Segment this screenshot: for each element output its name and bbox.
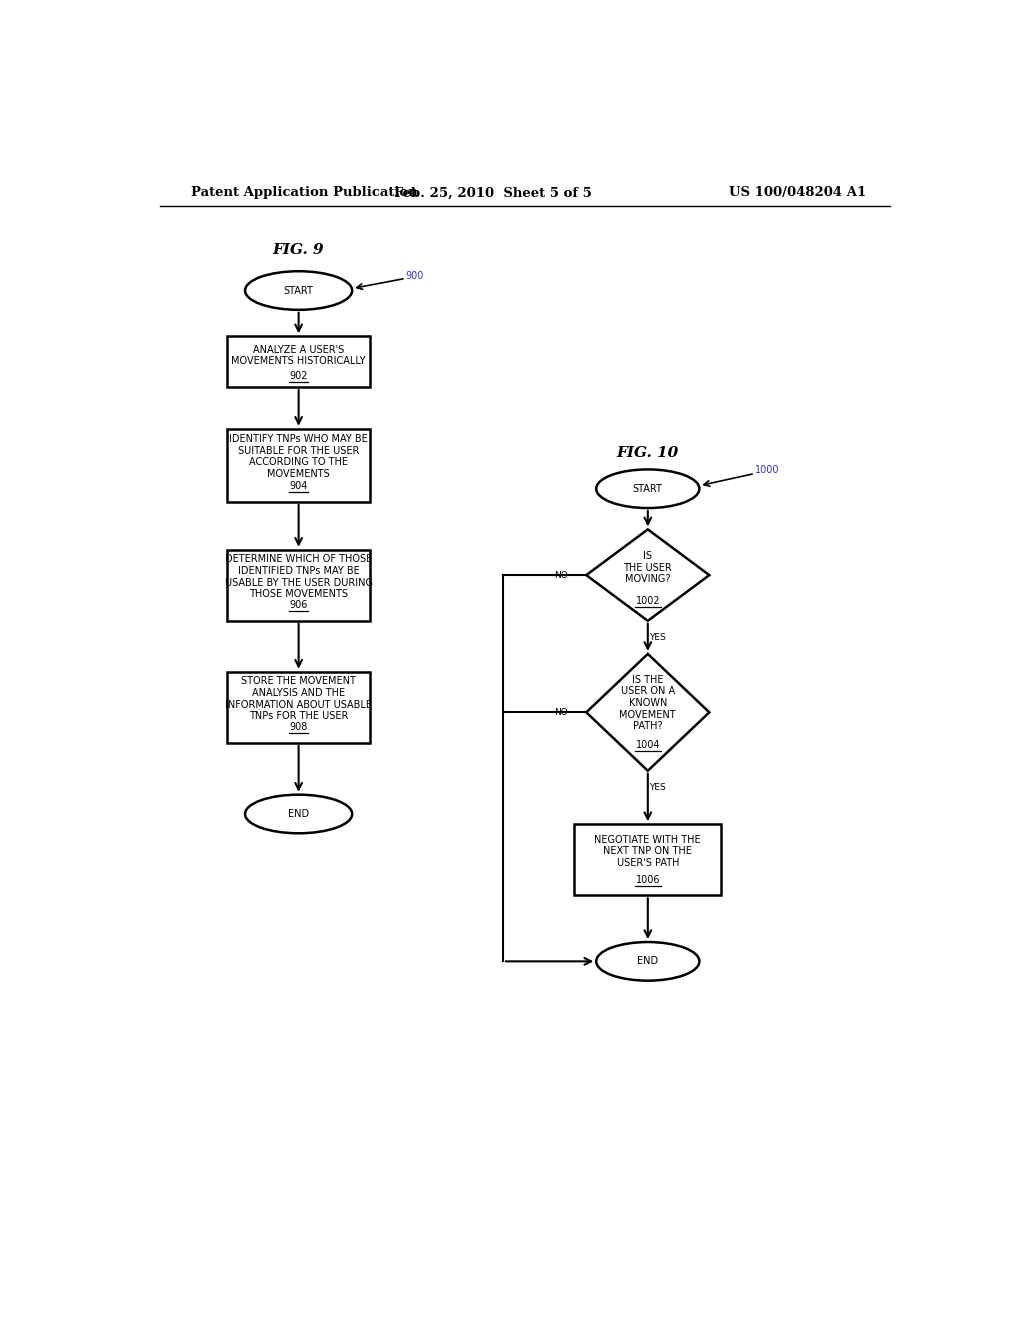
Text: Patent Application Publication: Patent Application Publication — [191, 186, 418, 199]
Text: NO: NO — [554, 708, 567, 717]
Text: ANALYZE A USER'S
MOVEMENTS HISTORICALLY: ANALYZE A USER'S MOVEMENTS HISTORICALLY — [231, 345, 366, 367]
Text: FIG. 9: FIG. 9 — [272, 243, 325, 257]
FancyBboxPatch shape — [227, 337, 370, 387]
Text: 904: 904 — [290, 480, 308, 491]
Text: YES: YES — [649, 632, 666, 642]
Text: 1004: 1004 — [636, 741, 660, 750]
Text: IS
THE USER
MOVING?: IS THE USER MOVING? — [624, 552, 672, 585]
Text: 908: 908 — [290, 722, 308, 733]
Text: STORE THE MOVEMENT
ANALYSIS AND THE
INFORMATION ABOUT USABLE
TNPs FOR THE USER: STORE THE MOVEMENT ANALYSIS AND THE INFO… — [225, 676, 372, 721]
Text: 1006: 1006 — [636, 875, 660, 884]
Ellipse shape — [596, 470, 699, 508]
Text: Feb. 25, 2010  Sheet 5 of 5: Feb. 25, 2010 Sheet 5 of 5 — [394, 186, 592, 199]
Ellipse shape — [245, 271, 352, 310]
Polygon shape — [587, 653, 710, 771]
Text: IDENTIFY TNPs WHO MAY BE
SUITABLE FOR THE USER
ACCORDING TO THE
MOVEMENTS: IDENTIFY TNPs WHO MAY BE SUITABLE FOR TH… — [229, 434, 368, 479]
Text: DETERMINE WHICH OF THOSE
IDENTIFIED TNPs MAY BE
USABLE BY THE USER DURING
THOSE : DETERMINE WHICH OF THOSE IDENTIFIED TNPs… — [224, 554, 373, 599]
Text: NO: NO — [554, 570, 567, 579]
Text: 902: 902 — [290, 371, 308, 381]
Text: 906: 906 — [290, 601, 308, 610]
Text: 900: 900 — [406, 272, 424, 281]
FancyBboxPatch shape — [227, 672, 370, 743]
Ellipse shape — [596, 942, 699, 981]
FancyBboxPatch shape — [574, 824, 721, 895]
Text: NEGOTIATE WITH THE
NEXT TNP ON THE
USER'S PATH: NEGOTIATE WITH THE NEXT TNP ON THE USER'… — [595, 834, 701, 867]
Text: START: START — [633, 483, 663, 494]
FancyBboxPatch shape — [227, 549, 370, 620]
Text: END: END — [288, 809, 309, 818]
FancyBboxPatch shape — [227, 429, 370, 502]
Text: IS THE
USER ON A
KNOWN
MOVEMENT
PATH?: IS THE USER ON A KNOWN MOVEMENT PATH? — [620, 675, 676, 731]
Text: 1002: 1002 — [636, 595, 660, 606]
Text: FIG. 10: FIG. 10 — [616, 446, 679, 461]
Polygon shape — [587, 529, 710, 620]
Text: START: START — [284, 285, 313, 296]
Text: US 100/048204 A1: US 100/048204 A1 — [729, 186, 866, 199]
Text: YES: YES — [649, 783, 666, 792]
Text: 1000: 1000 — [755, 466, 779, 475]
Ellipse shape — [245, 795, 352, 833]
Text: END: END — [637, 957, 658, 966]
